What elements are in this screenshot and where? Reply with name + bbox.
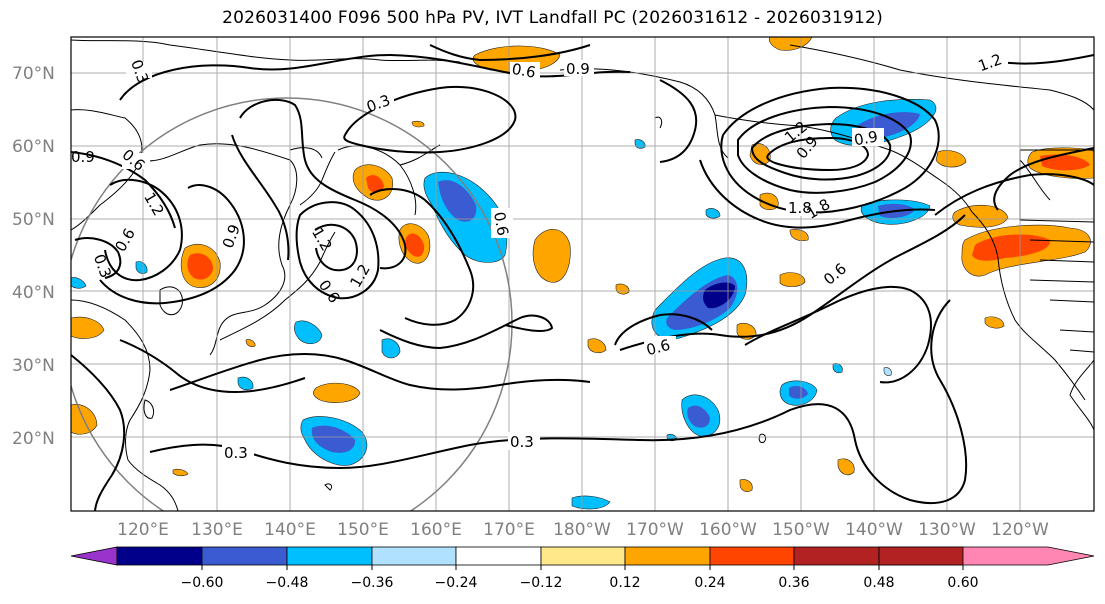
- contour-label: 0.6: [644, 336, 672, 360]
- lon-label: 160°W: [699, 520, 757, 540]
- lat-label-70n: 70°N: [12, 64, 55, 84]
- lon-label: 150°E: [337, 520, 389, 540]
- lon-label: 130°W: [918, 520, 976, 540]
- colorbar-segment: [540, 546, 626, 566]
- latitude-labels: 70°N 60°N 50°N 40°N 30°N 20°N: [12, 64, 55, 449]
- lon-label: 120°W: [991, 520, 1049, 540]
- colorbar-segment: [371, 546, 457, 566]
- colorbar-segment: [116, 546, 203, 566]
- contour-label: 0.6: [510, 60, 537, 82]
- colorbar-segment: [709, 546, 795, 566]
- colorbar: [70, 546, 1095, 566]
- plot-title: 2026031400 F096 500 hPa PV, IVT Landfall…: [222, 8, 883, 28]
- lon-label: 180°W: [553, 520, 611, 540]
- contour-label: 0.9: [566, 60, 590, 78]
- lon-label: 120°E: [117, 520, 169, 540]
- colorbar-tick-label: 0.24: [694, 575, 725, 591]
- lon-label: 130°E: [191, 520, 243, 540]
- map-frame: [70, 36, 1095, 512]
- colorbar-tick-label: −0.48: [266, 575, 309, 591]
- lon-label: 170°E: [483, 520, 535, 540]
- colorbar-segment: [624, 546, 711, 566]
- contour-label: 1.8: [788, 199, 812, 217]
- lon-label: 140°W: [845, 520, 903, 540]
- colorbar-tick-label: 0.36: [778, 575, 809, 591]
- lon-label: 150°W: [772, 520, 830, 540]
- gridlines: [71, 37, 1094, 511]
- colorbar-extend-low: [70, 546, 118, 566]
- lon-label: 160°E: [410, 520, 462, 540]
- lat-label-50n: 50°N: [12, 210, 55, 230]
- contour-label: 0.6: [490, 210, 512, 237]
- lat-label-30n: 30°N: [12, 356, 55, 376]
- lat-label-60n: 60°N: [12, 137, 55, 157]
- ivt-contours: [71, 44, 1094, 511]
- colorbar-tick-label: −0.60: [181, 575, 224, 591]
- colorbar-segment: [286, 546, 373, 566]
- contour-label: 0.9: [853, 127, 880, 149]
- colorbar-tick-labels: −0.60 −0.48 −0.36 −0.24 −0.12 0.12 0.24 …: [181, 575, 979, 591]
- colorbar-tick-label: −0.24: [435, 575, 478, 591]
- colorbar-ticks: [201, 565, 964, 570]
- colorbar-tick-label: 0.12: [609, 575, 640, 591]
- longitude-labels: 120°E 130°E 140°E 150°E 160°E 170°E 180°…: [117, 520, 1049, 540]
- colorbar-segment: [793, 546, 880, 566]
- colorbar-tick-label: −0.36: [351, 575, 394, 591]
- colorbar-tick-label: −0.12: [520, 575, 563, 591]
- pv-negative-shading: [71, 99, 937, 510]
- lon-label: 170°W: [626, 520, 684, 540]
- colorbar-segment: [878, 546, 964, 566]
- contour-label: 0.9: [71, 148, 95, 166]
- colorbar-segment: [455, 546, 542, 566]
- colorbar-tick-label: 0.60: [947, 575, 978, 591]
- colorbar-segment: [201, 546, 288, 566]
- lat-label-20n: 20°N: [12, 429, 55, 449]
- lon-label: 140°E: [264, 520, 316, 540]
- contour-label: 0.3: [224, 444, 248, 462]
- lat-label-40n: 40°N: [12, 283, 55, 303]
- contour-label: 0.3: [510, 433, 534, 451]
- colorbar-tick-label: 0.48: [863, 575, 894, 591]
